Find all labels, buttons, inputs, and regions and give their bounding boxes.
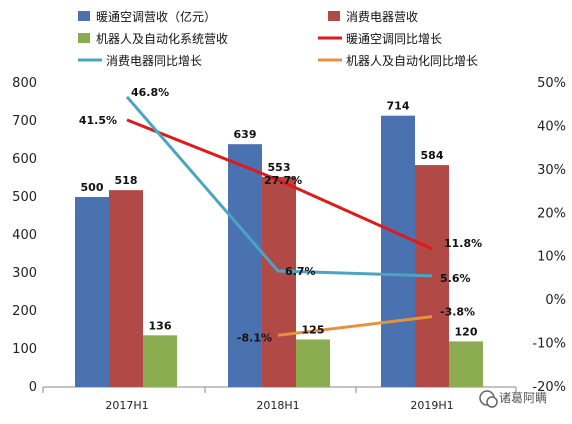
legend-item-6-label: 机器人及自动化同比增长	[346, 54, 478, 68]
watermark-text: 诸葛阿瞒	[499, 391, 547, 405]
category-label: 2019H1	[410, 399, 453, 412]
line-data-label: 27.7%	[264, 174, 302, 187]
bar	[143, 335, 177, 387]
legend-item-1: 暖通空调营收（亿元）	[78, 9, 216, 24]
legend-item-3-swatch	[78, 33, 90, 43]
category-label: 2017H1	[105, 399, 148, 412]
bar	[228, 144, 262, 387]
legend-item-5: 消费电器同比增长	[78, 54, 202, 68]
legend-item-2-swatch	[328, 11, 340, 21]
line-data-label: 5.6%	[440, 272, 471, 285]
bar-data-label: 136	[149, 319, 172, 332]
bars	[75, 115, 483, 388]
bar-data-label: 500	[81, 181, 104, 194]
bar	[109, 190, 143, 387]
line-consumer-growth	[125, 95, 433, 278]
bar	[381, 115, 415, 388]
legend-item-3-label: 机器人及自动化系统营收	[96, 32, 228, 46]
legend-item-5-label: 消费电器同比增长	[106, 54, 202, 68]
bar-data-label: 518	[115, 174, 138, 187]
left-tick-label: 300	[12, 266, 37, 281]
bar-data-label: 553	[268, 161, 291, 174]
bar	[449, 341, 483, 387]
left-tick-label: 100	[12, 342, 37, 357]
right-tick-label: 40%	[537, 119, 566, 134]
right-tick-label: -20%	[532, 380, 566, 395]
legend-item-1-label: 暖通空调营收（亿元）	[96, 9, 216, 24]
right-tick-label: 10%	[537, 250, 566, 265]
line-hvac-growth	[126, 118, 433, 251]
line-data-label: -8.1%	[237, 331, 272, 344]
right-axis: -20% -10% 0% 10% 20% 30% 40% 50%	[532, 76, 566, 395]
bar-data-label: 125	[302, 324, 325, 337]
bar-data-label: 714	[387, 100, 410, 113]
left-tick-label: 400	[12, 228, 37, 243]
line-data-label: 11.8%	[444, 237, 482, 250]
left-axis: 0 100 200 300 400 500 600 700 800	[12, 76, 37, 395]
right-tick-label: 30%	[537, 163, 566, 178]
watermark: 诸葛阿瞒	[479, 390, 547, 408]
line-data-label: 41.5%	[79, 114, 117, 127]
left-tick-label: 0	[29, 380, 37, 395]
line-robotics-growth	[277, 315, 433, 337]
right-tick-label: -10%	[532, 337, 566, 352]
bar-data-label: 120	[455, 325, 478, 338]
left-tick-label: 500	[12, 190, 37, 205]
bar-data-label: 584	[421, 149, 444, 162]
left-tick-label: 600	[12, 152, 37, 167]
category-label: 2018H1	[256, 399, 299, 412]
legend-item-4: 暖通空调同比增长	[318, 32, 442, 46]
line-data-label: -3.8%	[440, 306, 475, 319]
bar	[75, 197, 109, 387]
legend-item-2: 消费电器营收	[328, 10, 418, 24]
lines	[125, 95, 433, 337]
left-tick-label: 700	[12, 114, 37, 129]
bar-data-label: 639	[234, 128, 257, 141]
right-tick-label: 20%	[537, 206, 566, 221]
line-data-label: 6.7%	[285, 265, 316, 278]
bar	[262, 176, 296, 387]
legend-item-6: 机器人及自动化同比增长	[318, 54, 478, 68]
wechat-icon-inner	[486, 396, 498, 408]
line-data-label: 46.8%	[131, 86, 169, 99]
x-axis: 2017H1 2018H1 2019H1	[42, 387, 517, 412]
legend-item-2-label: 消费电器营收	[346, 10, 418, 24]
data-labels: 500 518 136 639 553 125 714 584 120 41.5% 27.7% 11.…	[79, 86, 482, 344]
legend-item-1-swatch	[78, 11, 90, 21]
bar	[296, 339, 330, 387]
right-tick-label: 0%	[545, 293, 566, 308]
left-tick-label: 800	[12, 76, 37, 91]
left-tick-label: 200	[12, 304, 37, 319]
legend-item-3: 机器人及自动化系统营收	[78, 32, 228, 46]
legend-item-4-label: 暖通空调同比增长	[346, 32, 442, 46]
right-tick-label: 50%	[537, 76, 566, 91]
